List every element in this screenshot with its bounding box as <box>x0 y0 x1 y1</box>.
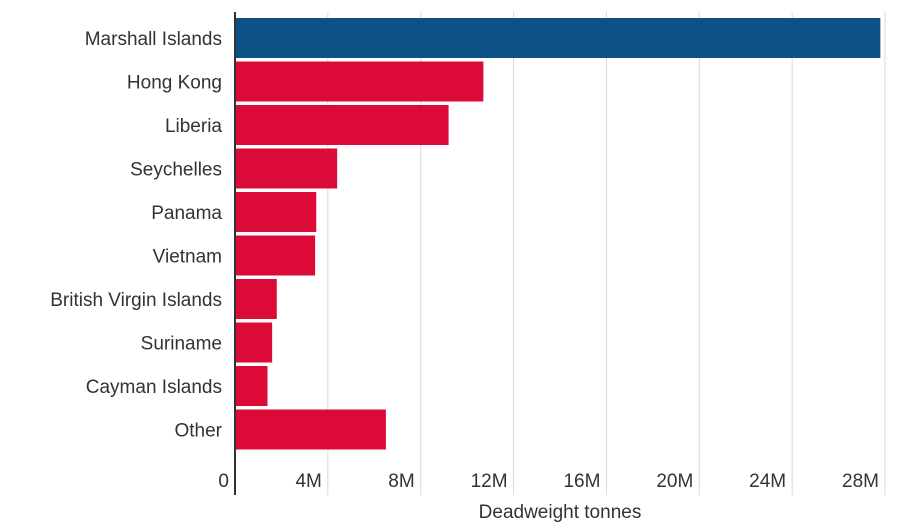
bar <box>235 279 277 319</box>
bar <box>235 322 273 363</box>
x-tick-label: 8M <box>388 471 414 492</box>
bar <box>235 235 316 276</box>
category-label: Liberia <box>165 116 222 137</box>
x-tick-label: 4M <box>295 471 321 492</box>
category-label: Vietnam <box>153 247 222 268</box>
category-label: Hong Kong <box>127 73 222 94</box>
x-tick-labels: 0 4M 8M 12M 16M 20M 24M 28M <box>218 471 879 492</box>
bar <box>235 61 484 102</box>
category-label: British Virgin Islands <box>50 290 222 311</box>
x-axis-title: Deadweight tonnes <box>479 502 642 523</box>
category-label: Panama <box>151 203 222 224</box>
x-tick-label: 0 <box>218 471 229 492</box>
bar <box>235 18 881 58</box>
bar <box>235 409 386 450</box>
category-labels: Marshall Islands Hong Kong Liberia Seychell… <box>50 29 222 442</box>
bar <box>235 366 268 406</box>
bars <box>235 18 881 450</box>
x-tick-label: 24M <box>749 471 786 492</box>
category-label: Suriname <box>141 334 222 355</box>
category-label: Other <box>174 421 222 442</box>
category-label: Cayman Islands <box>86 377 222 398</box>
x-tick-label: 20M <box>656 471 693 492</box>
category-label: Marshall Islands <box>85 29 222 50</box>
x-tick-label: 16M <box>563 471 600 492</box>
bar <box>235 105 449 145</box>
x-tick-label: 28M <box>842 471 879 492</box>
x-tick-label: 12M <box>471 471 508 492</box>
bar <box>235 192 317 232</box>
category-label: Seychelles <box>130 160 222 181</box>
bar <box>235 148 338 189</box>
